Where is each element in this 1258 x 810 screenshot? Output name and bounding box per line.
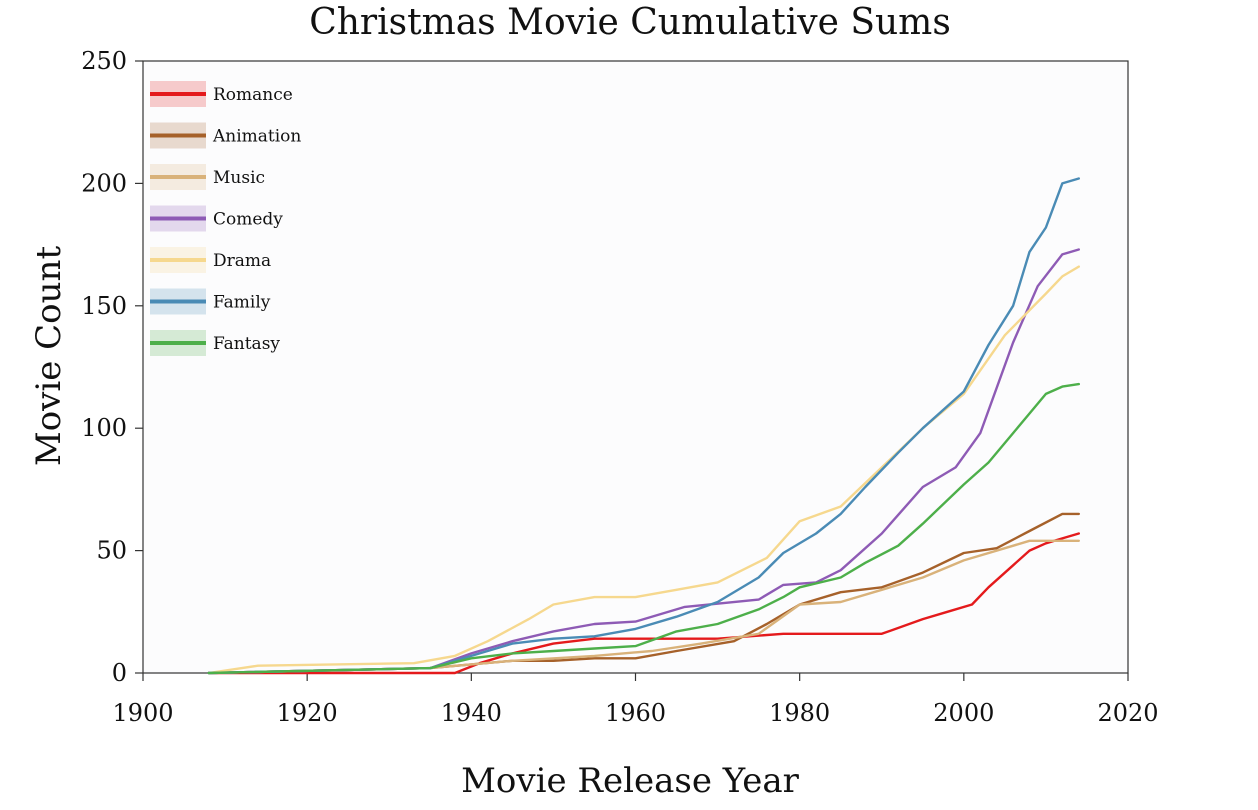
legend-label-drama: Drama	[213, 251, 271, 271]
x-tick-label: 1980	[769, 699, 830, 727]
x-tick-label: 1940	[441, 699, 502, 727]
y-tick-label: 250	[81, 47, 127, 75]
series-group	[207, 177, 1080, 675]
series-line-comedy	[207, 248, 1080, 675]
x-tick-label: 1960	[605, 699, 666, 727]
legend-label-animation: Animation	[212, 127, 301, 147]
x-tick-label: 1900	[112, 699, 173, 727]
series-line-fantasy	[207, 382, 1080, 675]
y-tick-label: 50	[96, 537, 127, 565]
y-axis: 0 50 100 150 200 250	[81, 47, 143, 687]
y-tick-label: 200	[81, 169, 127, 197]
x-tick-label: 2000	[933, 699, 994, 727]
y-tick-label: 100	[81, 414, 127, 442]
y-axis-label: Movie Count	[29, 246, 69, 467]
legend-label-comedy: Comedy	[213, 210, 283, 230]
x-axis-label: Movie Release Year	[461, 761, 800, 801]
series-line-drama	[207, 265, 1080, 675]
series-line-family	[207, 177, 1080, 675]
x-tick-label: 2020	[1097, 699, 1158, 727]
series-line-music	[207, 539, 1080, 675]
legend-label-music: Music	[213, 168, 265, 188]
y-tick-label: 150	[81, 292, 127, 320]
legend-label-romance: Romance	[213, 85, 293, 105]
legend-label-fantasy: Fantasy	[213, 334, 280, 354]
legend: Romance Animation Music Comedy Drama Family Fa…	[150, 81, 301, 356]
legend-label-family: Family	[213, 293, 271, 313]
x-axis: 1900 1920 1940 1960 1980 2000 2020	[112, 673, 1159, 727]
series-line-animation	[207, 512, 1080, 675]
x-tick-label: 1920	[277, 699, 338, 727]
plot-area	[142, 60, 1129, 674]
y-tick-label: 0	[112, 659, 127, 687]
chart-title: Christmas Movie Cumulative Sums	[309, 2, 951, 43]
